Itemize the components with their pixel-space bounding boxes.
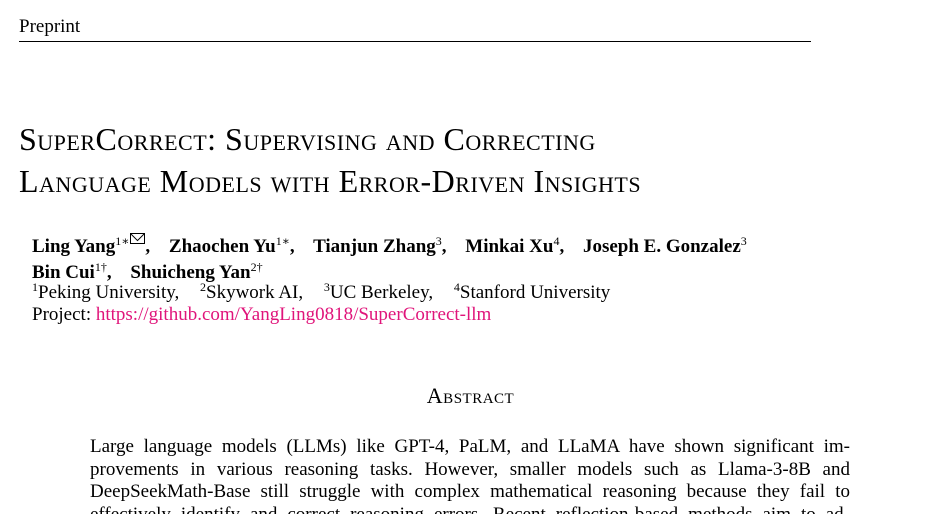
abstract-text: Large language models (LLMs) like GPT-4,… (90, 436, 850, 514)
affiliation-list: 1Peking University, 2Skywork AI, 3UC Ber… (32, 280, 626, 304)
affiliation-stanford: 4Stanford University (453, 280, 611, 303)
author-name: Ling Yang (32, 236, 116, 257)
author-zhaochen-yu: Zhaochen Yu1∗, (168, 234, 295, 257)
author-name: Bin Cui (32, 262, 95, 283)
author-marks: 4 (553, 234, 560, 248)
abstract-heading: Abstract (426, 383, 515, 408)
abstract-line-3: DeepSeekMath-Base still struggle with co… (90, 481, 850, 502)
affiliation-name: Peking University, (38, 282, 180, 303)
author-marks: 2† (250, 260, 263, 274)
affiliation-mark: 2 (200, 280, 207, 294)
affiliation-mark: 3 (323, 280, 330, 294)
author-separator: , (145, 236, 151, 257)
author-shuicheng-yan: Shuicheng Yan2† (130, 260, 263, 283)
author-marks: 1∗ (115, 234, 130, 248)
title-line-2: Language Models with Error-Driven Insigh… (19, 163, 642, 199)
author-marks: 1† (94, 260, 107, 274)
abstract-line-4: effectively identify and correct reasoni… (90, 503, 850, 514)
author-joseph-gonzalez: Joseph E. Gonzalez3 (582, 234, 747, 257)
affiliation-mark: 1 (32, 280, 38, 294)
author-list: Ling Yang1∗, Zhaochen Yu1∗, Tianjun Zhan… (32, 233, 912, 286)
affiliation-mark: 4 (453, 280, 460, 294)
author-separator: , (106, 262, 112, 283)
author-line-2: Bin Cui1†, Shuicheng Yan2† (32, 260, 912, 286)
author-separator: , (559, 236, 565, 257)
author-name: Tianjun Zhang (313, 236, 436, 257)
project-label: Project: (32, 304, 92, 325)
affiliation-berkeley: 3UC Berkeley, (323, 280, 434, 303)
author-tianjun-zhang: Tianjun Zhang3, (313, 234, 447, 257)
abstract-line-1: Large language models (LLMs) like GPT-4,… (90, 436, 850, 457)
author-name: Zhaochen Yu (168, 236, 276, 257)
author-marks: 3 (435, 234, 442, 248)
project-line: Project: https://github.com/YangLing0818… (32, 304, 491, 326)
author-name: Minkai Xu (465, 236, 554, 257)
author-separator: , (289, 236, 295, 257)
header-rule (19, 41, 811, 42)
abstract-line-2: provements in various reasoning tasks. H… (90, 458, 850, 480)
author-marks: 3 (740, 234, 747, 248)
affiliation-name: Skywork AI, (206, 282, 304, 303)
paper-title: SuperCorrect: Supervising and Correcting… (19, 118, 919, 202)
author-line-1: Ling Yang1∗, Zhaochen Yu1∗, Tianjun Zhan… (32, 233, 912, 260)
author-minkai-xu: Minkai Xu4, (465, 234, 565, 257)
author-name: Shuicheng Yan (130, 262, 251, 283)
affiliation-name: Stanford University (459, 282, 611, 303)
running-head: Preprint (19, 16, 81, 37)
affiliation-skywork: 2Skywork AI, (200, 280, 304, 303)
author-ling-yang: Ling Yang1∗, (32, 233, 151, 257)
project-link[interactable]: https://github.com/YangLing0818/SuperCor… (95, 304, 492, 325)
envelope-icon (130, 233, 146, 244)
author-separator: , (441, 236, 447, 257)
author-marks: 1∗ (275, 234, 290, 248)
affiliation-peking: 1Peking University, (32, 280, 180, 303)
author-bin-cui: Bin Cui1†, (32, 260, 112, 283)
author-name: Joseph E. Gonzalez (582, 236, 741, 257)
affiliation-name: UC Berkeley, (329, 282, 434, 303)
title-line-1: SuperCorrect: Supervising and Correcting (19, 121, 596, 157)
